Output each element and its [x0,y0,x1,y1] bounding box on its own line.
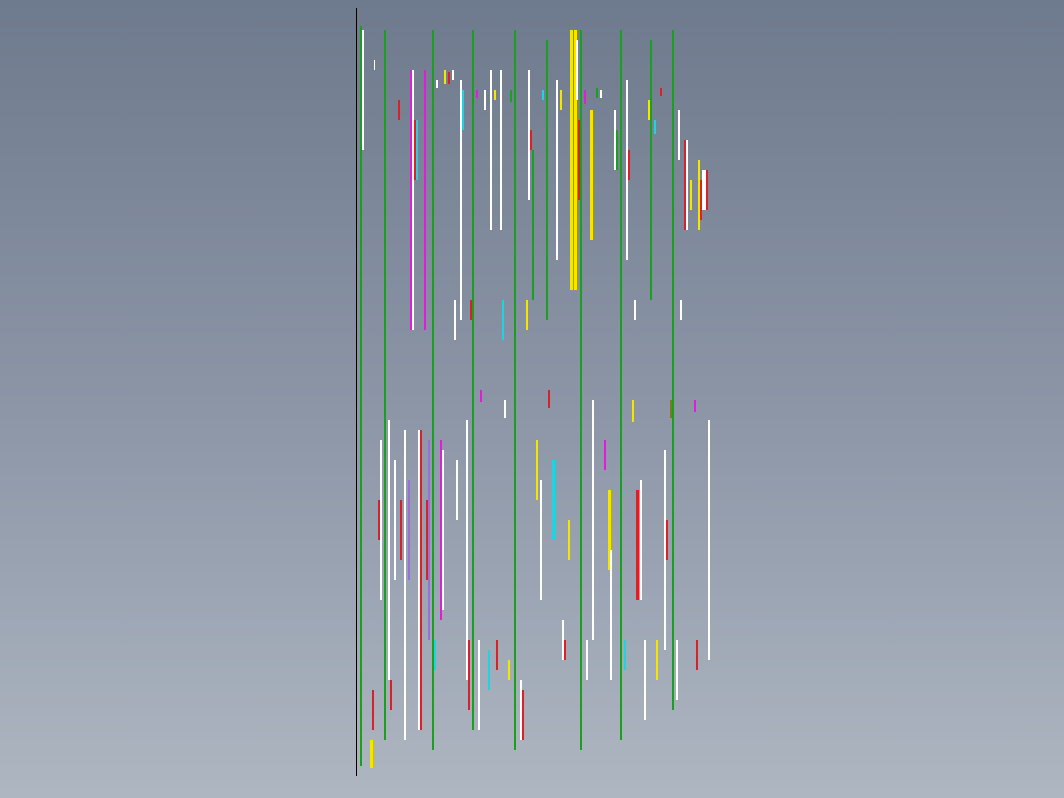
geometry-stroke [640,480,642,600]
geometry-stroke [502,300,504,340]
geometry-stroke [610,550,612,680]
geometry-stroke [420,430,422,730]
geometry-stroke [706,170,708,210]
geometry-stroke [398,100,400,120]
geometry-stroke [472,30,474,730]
geometry-stroke [462,90,464,130]
geometry-stroke [568,520,570,560]
geometry-stroke [654,120,656,134]
geometry-stroke [620,30,622,740]
geometry-stroke [634,300,636,320]
geometry-stroke [390,680,392,710]
geometry-stroke [690,180,692,210]
geometry-stroke [624,640,626,670]
geometry-stroke [586,640,588,680]
geometry-stroke [556,80,558,260]
geometry-stroke [416,120,418,180]
geometry-stroke [514,30,516,750]
geometry-stroke [494,90,496,100]
geometry-stroke [708,420,710,660]
geometry-stroke [496,640,498,670]
geometry-stroke [666,520,668,560]
geometry-stroke [616,130,618,170]
geometry-stroke [508,660,510,680]
geometry-stroke [510,90,512,102]
geometry-stroke [444,70,446,84]
geometry-stroke [404,430,406,740]
geometry-stroke [370,740,373,768]
geometry-stroke [408,480,410,580]
geometry-stroke [560,90,562,110]
geometry-stroke [448,72,450,84]
geometry-stroke [380,440,382,600]
geometry-stroke [374,60,375,70]
geometry-stroke [362,30,364,150]
geometry-stroke [584,90,586,104]
geometry-stroke [600,90,602,98]
geometry-stroke [436,80,438,88]
geometry-stroke [628,150,630,180]
geometry-stroke [570,30,573,290]
geometry-stroke [686,140,688,230]
geometry-stroke [650,40,652,300]
geometry-stroke [480,390,482,402]
geometry-stroke [488,650,490,690]
geometry-stroke [400,500,402,560]
geometry-stroke [476,90,478,98]
geometry-stroke [536,440,538,500]
geometry-stroke [632,400,634,422]
geometry-stroke [548,390,550,408]
geometry-stroke [452,70,454,80]
geometry-stroke [656,640,658,680]
geometry-stroke [394,460,396,580]
geometry-stroke [596,88,598,98]
geometry-stroke [694,400,696,412]
geometry-stroke [592,400,594,640]
geometry-stroke [644,640,646,720]
cad-viewport[interactable] [0,0,1064,798]
geometry-stroke [434,640,436,670]
geometry-stroke [468,640,470,710]
geometry-stroke [680,300,682,320]
geometry-stroke [636,490,639,600]
geometry-stroke [478,640,480,730]
geometry-stroke [424,70,426,330]
geometry-stroke [590,110,593,240]
geometry-stroke [388,420,390,680]
geometry-stroke [564,640,566,660]
geometry-stroke [696,640,698,670]
geometry-stroke [456,460,458,520]
geometry-stroke [504,400,506,418]
geometry-stroke [484,90,486,110]
geometry-stroke [442,450,444,610]
geometry-stroke [676,640,678,700]
geometry-stroke [530,130,532,150]
geometry-stroke [604,440,606,470]
geometry-stroke [532,150,534,300]
geometry-stroke [428,440,430,640]
geometry-stroke [412,70,414,330]
geometry-stroke [500,70,502,230]
geometry-stroke [522,690,524,740]
geometry-stroke [660,88,662,96]
geometry-stroke [454,300,456,340]
geometry-stroke [580,30,582,750]
geometry-stroke [576,40,578,100]
geometry-stroke [678,110,680,160]
geometry-stroke [672,30,674,710]
geometry-stroke [490,70,492,230]
geometry-stroke [384,30,386,740]
geometry-stroke [546,40,548,320]
geometry-stroke [552,460,555,540]
geometry-stroke [540,480,542,600]
geometry-stroke [526,300,528,330]
geometry-stroke [372,690,374,730]
geometry-stroke [542,90,544,100]
geometry-stroke [518,92,520,100]
vertical-axis [356,8,357,776]
